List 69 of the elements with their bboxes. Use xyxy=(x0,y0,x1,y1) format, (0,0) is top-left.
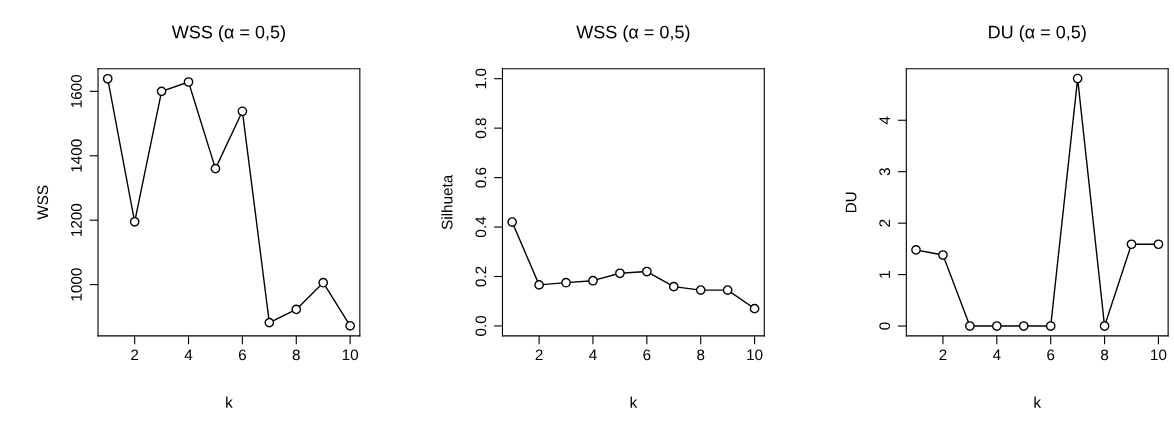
y-tick-label: 1600 xyxy=(71,74,82,108)
x-tick-label: 6 xyxy=(1047,349,1055,361)
point xyxy=(183,77,194,87)
x-tick-label: 8 xyxy=(292,349,300,361)
y-tick-label: 0.4 xyxy=(475,216,487,238)
y-axis-title: DU xyxy=(845,192,857,213)
x-tick-label: 4 xyxy=(184,349,193,361)
point xyxy=(264,317,275,328)
x-tick-label: 6 xyxy=(643,349,651,361)
x-tick-label: 10 xyxy=(342,349,359,361)
x-tick-label: 10 xyxy=(1151,349,1167,361)
x-tick-label: 2 xyxy=(535,349,543,361)
x-tick-label: 2 xyxy=(939,349,947,361)
y-tick-label: 1 xyxy=(879,271,890,278)
y-tick-label: 0.2 xyxy=(475,266,487,287)
point xyxy=(588,275,598,286)
x-tick-label: 6 xyxy=(238,349,246,361)
y-tick-label: 1200 xyxy=(71,203,82,237)
y-tick-label: 4 xyxy=(879,116,890,125)
y-tick-label: 2 xyxy=(879,219,890,227)
point xyxy=(1153,239,1164,250)
point xyxy=(156,86,167,97)
chart-title: WSS (α = 0,5) xyxy=(576,25,690,42)
point xyxy=(1099,321,1110,331)
y-tick-label: 1.0 xyxy=(475,68,487,89)
chart-title: DU (α = 0,5) xyxy=(989,25,1086,42)
y-tick-label: 1400 xyxy=(71,139,82,172)
point xyxy=(749,303,760,314)
y-tick-label: 1000 xyxy=(71,268,82,301)
x-axis-title: k xyxy=(1034,396,1042,408)
y-tick-label: 0.0 xyxy=(475,315,487,336)
x-tick-label: 4 xyxy=(589,349,597,361)
point xyxy=(1072,73,1083,84)
point xyxy=(641,266,652,277)
point xyxy=(507,217,518,227)
x-axis-title: k xyxy=(226,396,233,408)
point xyxy=(291,304,302,315)
point xyxy=(722,285,733,295)
point xyxy=(318,277,329,288)
x-tick-label: 8 xyxy=(697,349,705,361)
x-tick-label: 8 xyxy=(1100,349,1109,361)
x-tick-label: 2 xyxy=(131,349,139,361)
y-axis-title: WSS xyxy=(37,185,49,220)
point xyxy=(561,277,571,288)
point xyxy=(1045,321,1056,331)
y-tick-label: 3 xyxy=(879,168,891,176)
point xyxy=(938,250,948,260)
point xyxy=(102,73,113,84)
point xyxy=(210,163,221,174)
x-tick-label: 4 xyxy=(992,349,1001,361)
point xyxy=(1018,321,1029,331)
point xyxy=(345,320,355,331)
chart-title: WSS (α = 0,5) xyxy=(171,25,285,42)
y-tick-label: 0.6 xyxy=(475,167,487,188)
y-tick-label: 0 xyxy=(879,322,891,330)
point xyxy=(615,268,625,279)
point xyxy=(911,245,921,255)
point xyxy=(965,321,975,331)
point xyxy=(695,285,706,295)
point xyxy=(1126,239,1137,250)
point xyxy=(129,216,140,227)
point xyxy=(237,106,248,117)
point xyxy=(991,321,1002,331)
point xyxy=(534,280,544,290)
x-axis-title: k xyxy=(630,396,638,408)
x-tick-label: 10 xyxy=(747,349,763,361)
y-axis-title: Silhueta xyxy=(441,174,453,230)
y-tick-label: 0.8 xyxy=(475,118,487,139)
point xyxy=(668,281,679,292)
